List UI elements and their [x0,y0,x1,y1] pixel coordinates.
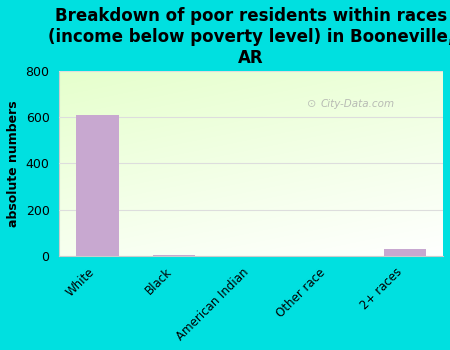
Text: ⊙: ⊙ [307,99,316,109]
Y-axis label: absolute numbers: absolute numbers [7,100,20,227]
Bar [153,255,195,256]
Text: City-Data.com: City-Data.com [320,99,394,109]
Bar [383,249,426,256]
Title: Breakdown of poor residents within races
(income below poverty level) in Boonevi: Breakdown of poor residents within races… [48,7,450,66]
Bar [76,115,119,256]
